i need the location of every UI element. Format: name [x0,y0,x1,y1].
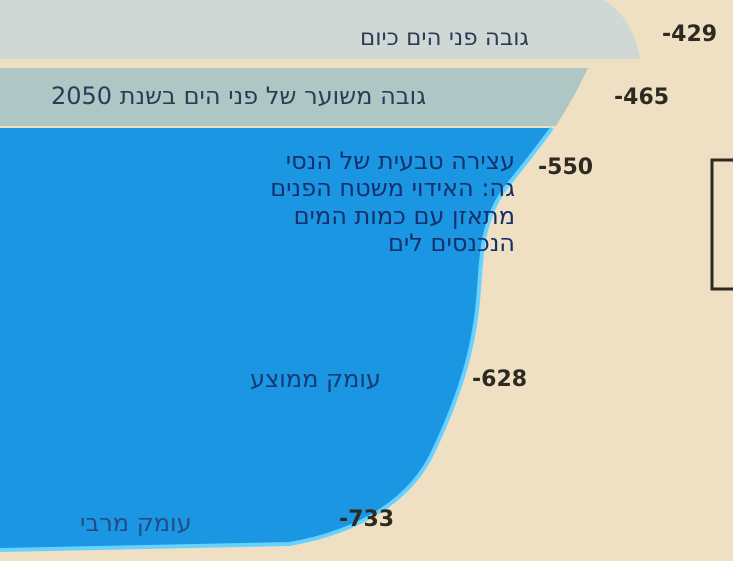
natural-stop-description: עצירה טבעית של הנסי גה: האידוי משטח הפני… [192,148,515,257]
natural-stop-value: -550 [538,157,593,179]
max-depth-label: עומק מרבי [80,510,192,536]
natural-stop-line-1: עצירה טבעית של הנסי [192,148,515,175]
natural-stop-line-3: מתאזן עם כמות המים [192,203,515,230]
max-depth-value: -733 [339,509,394,531]
average-depth-label: עומק ממוצע [250,366,381,392]
projected-2050-value: -465 [614,87,669,109]
current-sea-level-value: -429 [662,24,717,46]
current-sea-level-band [0,0,640,59]
average-depth-value: -628 [472,369,527,391]
current-sea-level-label: גובה פני הים כיום [360,26,529,51]
natural-stop-line-4: הנכנסים לים [192,230,515,257]
dark-bracket-outline [712,160,733,289]
natural-stop-line-2: גה: האידוי משטח הפנים [192,175,515,202]
projected-2050-label: גובה משוער של פני הים בשנת 2050 [51,83,426,109]
